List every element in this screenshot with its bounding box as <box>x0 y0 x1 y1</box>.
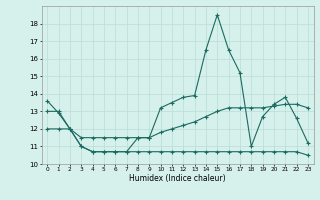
X-axis label: Humidex (Indice chaleur): Humidex (Indice chaleur) <box>129 174 226 183</box>
